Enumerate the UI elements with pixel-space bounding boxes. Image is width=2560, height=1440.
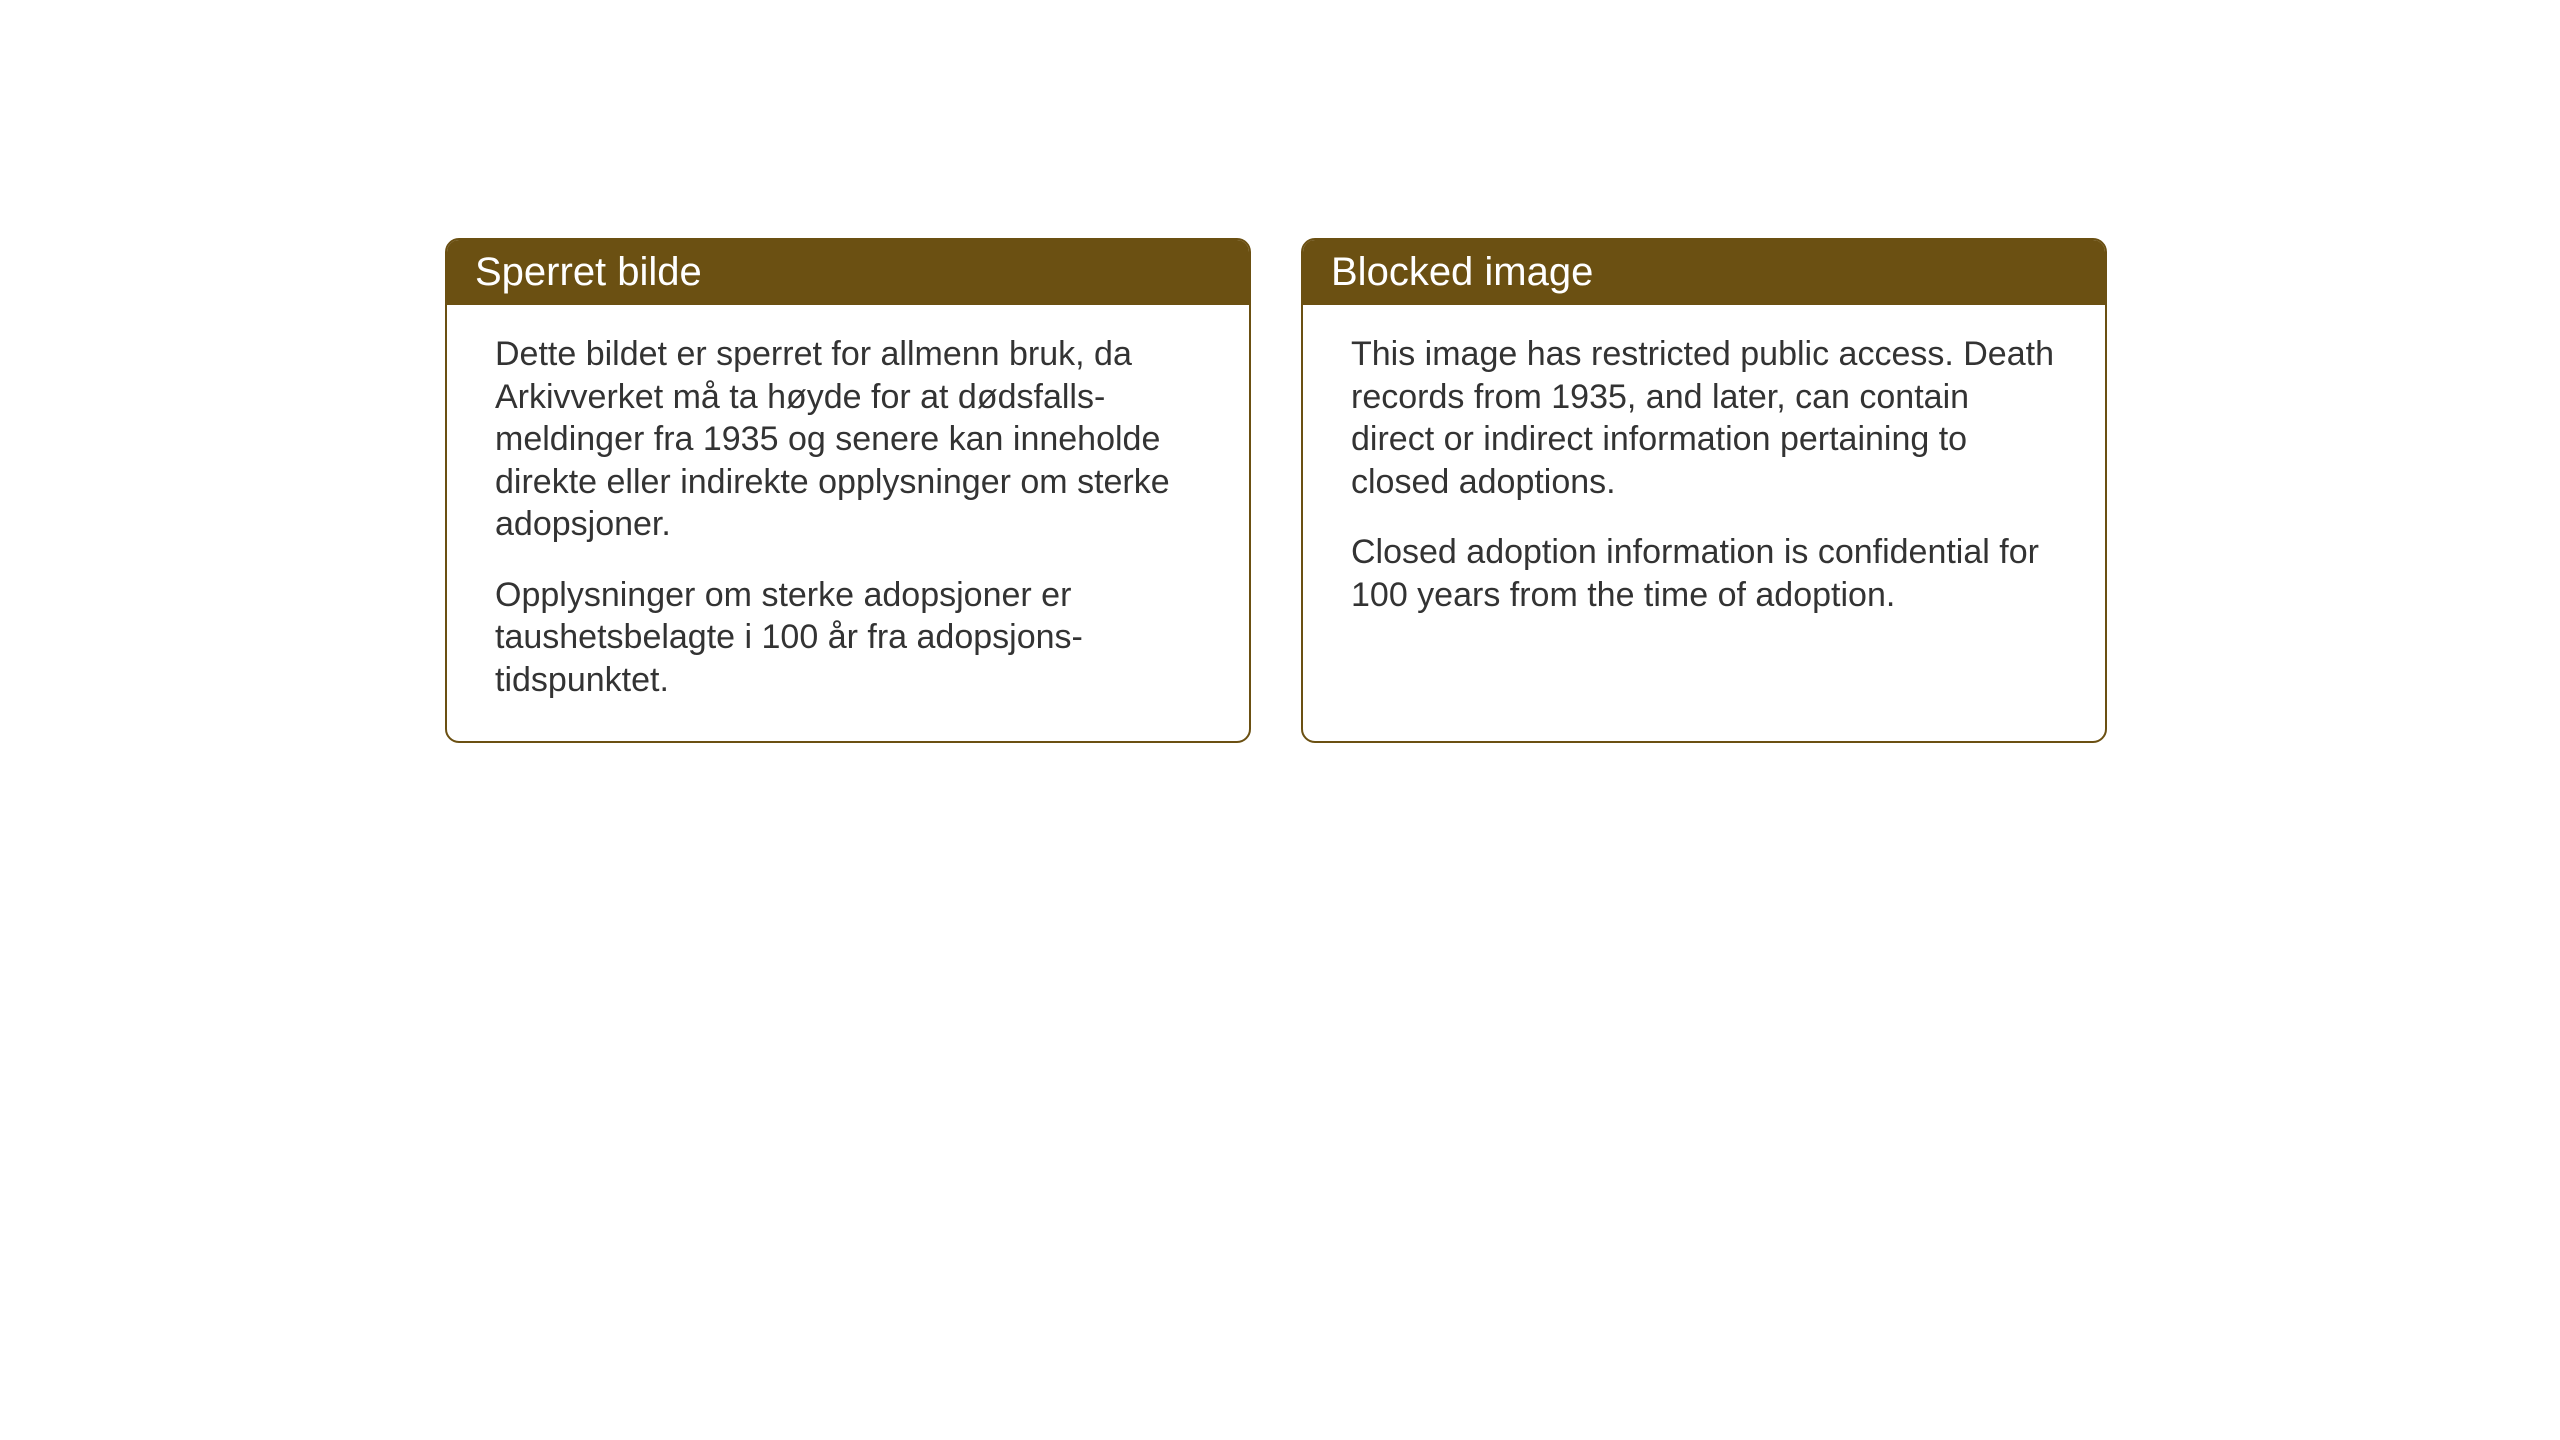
- card-header-english: Blocked image: [1303, 240, 2105, 305]
- card-paragraph2-norwegian: Opplysninger om sterke adopsjoner er tau…: [495, 574, 1201, 702]
- notice-card-english: Blocked image This image has restricted …: [1301, 238, 2107, 743]
- card-paragraph2-english: Closed adoption information is confident…: [1351, 531, 2057, 616]
- card-header-norwegian: Sperret bilde: [447, 240, 1249, 305]
- card-paragraph1-norwegian: Dette bildet er sperret for allmenn bruk…: [495, 333, 1201, 546]
- card-title-english: Blocked image: [1331, 250, 1593, 294]
- notice-cards-container: Sperret bilde Dette bildet er sperret fo…: [445, 238, 2107, 743]
- card-body-english: This image has restricted public access.…: [1303, 305, 2105, 725]
- card-title-norwegian: Sperret bilde: [475, 250, 702, 294]
- card-paragraph1-english: This image has restricted public access.…: [1351, 333, 2057, 503]
- notice-card-norwegian: Sperret bilde Dette bildet er sperret fo…: [445, 238, 1251, 743]
- card-body-norwegian: Dette bildet er sperret for allmenn bruk…: [447, 305, 1249, 741]
